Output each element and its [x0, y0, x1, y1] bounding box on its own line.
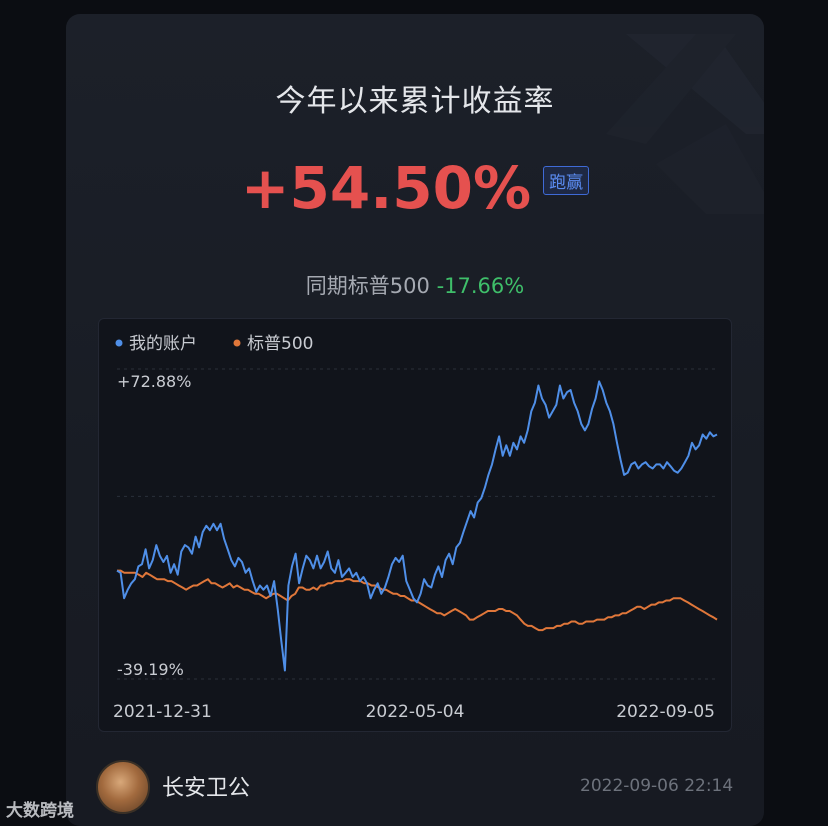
- y-min-label: -39.19%: [117, 660, 184, 679]
- legend-marker: [115, 339, 123, 347]
- page-title: 今年以来累计收益率: [275, 84, 555, 119]
- x-tick-label: 2022-09-05: [616, 702, 715, 722]
- return-value: +54.50%: [240, 154, 532, 222]
- benchmark-label: 同期标普500: [305, 274, 430, 298]
- post-timestamp: 2022-09-06 22:14: [580, 776, 734, 796]
- series-line: [116, 380, 718, 672]
- benchmark-line: 同期标普500 -17.66%: [66, 270, 764, 300]
- x-tick-label: 2021-12-31: [113, 702, 212, 722]
- benchmark-value: -17.66%: [436, 274, 525, 298]
- user-name[interactable]: 长安卫公: [162, 776, 251, 801]
- brand-watermark: 大数跨境: [6, 801, 74, 821]
- x-tick-label: 2022-05-04: [366, 702, 465, 722]
- legend-label: 我的账户: [129, 334, 197, 354]
- legend-marker: [233, 339, 241, 347]
- watermark-logo-icon: [606, 34, 764, 214]
- legend-label: 标普500: [247, 334, 313, 354]
- outperform-badge: 跑赢: [543, 166, 590, 195]
- performance-chart: 我的账户 标普500 +72.88% -39.19% 2021-12-31 2022-05…: [98, 318, 732, 732]
- chart-canvas: 我的账户 标普500 +72.88% -39.19% 2021-12-31 2022-05…: [113, 334, 718, 722]
- return-block: +54.50% 跑赢: [66, 154, 764, 222]
- y-max-label: +72.88%: [117, 372, 191, 391]
- avatar[interactable]: [96, 760, 150, 814]
